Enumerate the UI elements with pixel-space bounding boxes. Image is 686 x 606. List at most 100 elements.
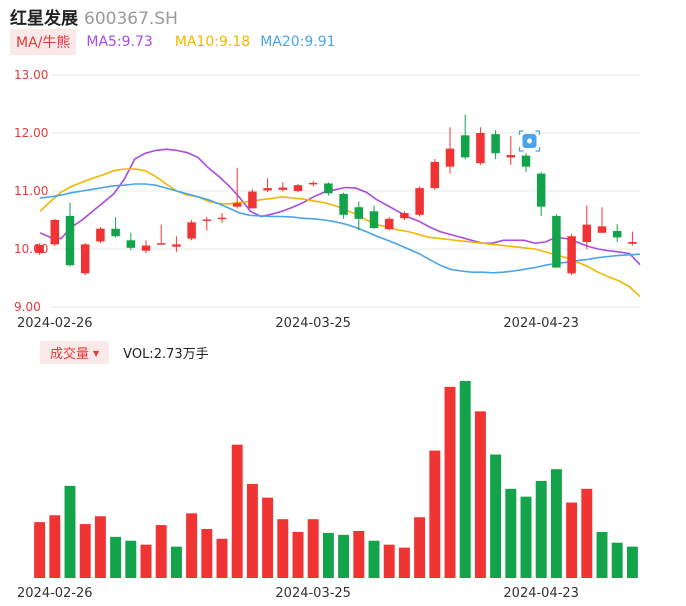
volume-bar[interactable] [596, 531, 608, 578]
candle[interactable] [202, 217, 212, 231]
candle[interactable] [324, 182, 333, 196]
candle-body [628, 242, 637, 244]
candle-body [460, 135, 470, 158]
volume-bar[interactable] [34, 522, 46, 578]
ma-legend: MA/牛熊 MA5:9.73 MA10:9.18 MA20:9.91 [10, 29, 336, 55]
volume-bar[interactable] [140, 544, 152, 578]
candle[interactable] [96, 226, 105, 244]
volume-x-tick-label: 2024-03-25 [275, 586, 351, 601]
candle[interactable] [506, 135, 516, 165]
candle[interactable] [339, 192, 348, 219]
volume-bar[interactable] [444, 386, 456, 578]
volume-bar[interactable] [201, 528, 213, 578]
candle[interactable] [597, 207, 607, 233]
candle-body [248, 191, 257, 209]
volume-bar[interactable] [459, 380, 471, 578]
volume-bar[interactable] [474, 411, 486, 578]
volume-bar[interactable] [414, 517, 426, 578]
candle[interactable] [552, 214, 561, 268]
candle-body [354, 207, 364, 219]
volume-bar[interactable] [535, 480, 547, 578]
candle[interactable] [415, 186, 424, 217]
candle[interactable] [384, 217, 394, 231]
moving-average-lines [39, 148, 641, 298]
candle-body [430, 162, 440, 189]
stock-name: 红星发展 [10, 9, 78, 29]
price-y-tick-label: 12.00 [14, 126, 48, 140]
volume-indicator-selector[interactable]: 成交量 ▼ [40, 340, 110, 364]
candle[interactable] [141, 240, 151, 254]
candle[interactable] [111, 217, 120, 238]
candle-body [612, 231, 622, 238]
volume-bar[interactable] [64, 485, 76, 578]
volume-bar[interactable] [307, 519, 319, 578]
volume-bar[interactable] [611, 542, 623, 578]
volume-bar[interactable] [292, 531, 304, 578]
candle[interactable] [491, 130, 500, 160]
candle[interactable] [460, 114, 470, 160]
candle[interactable] [400, 211, 409, 220]
volume-bar[interactable] [550, 469, 562, 578]
volume-bar[interactable] [338, 534, 350, 578]
candle[interactable] [80, 243, 90, 276]
candle-body [80, 244, 90, 274]
volume-bar[interactable] [277, 519, 289, 578]
volume-bar[interactable] [429, 450, 441, 578]
candle[interactable] [536, 171, 546, 216]
candle[interactable] [35, 243, 44, 255]
volume-bar[interactable] [262, 497, 274, 578]
candle-body [369, 211, 379, 229]
volume-bar[interactable] [505, 488, 517, 578]
volume-bar[interactable] [626, 546, 638, 578]
volume-bar[interactable] [170, 546, 182, 578]
stock-header: 红星发展 600367.SH [10, 4, 178, 29]
volume-bar[interactable] [581, 488, 593, 578]
candle-body [50, 220, 60, 245]
candle[interactable] [308, 181, 318, 187]
volume-bar[interactable] [398, 547, 410, 578]
candle[interactable] [263, 178, 272, 193]
candle[interactable] [628, 231, 637, 246]
candle[interactable] [126, 232, 136, 251]
volume-bar[interactable] [155, 525, 167, 578]
candle[interactable] [217, 213, 227, 223]
caret-down-icon[interactable]: ▼ [93, 348, 100, 358]
volume-bar[interactable] [520, 496, 532, 578]
candle[interactable] [369, 205, 379, 229]
volume-bar[interactable] [490, 454, 502, 578]
volume-bar[interactable] [186, 513, 198, 578]
candle[interactable] [612, 224, 622, 243]
candle[interactable] [521, 153, 531, 172]
candle[interactable] [430, 159, 440, 190]
candle[interactable] [232, 167, 242, 209]
volume-bar[interactable] [368, 540, 380, 578]
volume-bar[interactable] [353, 530, 365, 578]
candle-body [232, 203, 242, 207]
volume-bar[interactable] [246, 483, 258, 578]
candle[interactable] [50, 218, 60, 247]
candle[interactable] [172, 236, 181, 252]
candle[interactable] [156, 224, 166, 245]
candle[interactable] [354, 201, 364, 231]
candle[interactable] [248, 189, 257, 209]
volume-bar[interactable] [125, 540, 137, 578]
volume-bar[interactable] [110, 536, 122, 578]
volume-bar[interactable] [94, 516, 106, 578]
volume-bar[interactable] [49, 515, 61, 578]
candle[interactable] [476, 127, 485, 165]
candle[interactable] [445, 127, 455, 174]
candle[interactable] [65, 202, 75, 267]
volume-bar[interactable] [383, 544, 395, 578]
candle[interactable] [187, 220, 196, 241]
candle[interactable] [582, 205, 592, 250]
volume-bar[interactable] [231, 444, 243, 578]
ma-indicator-selector[interactable]: MA/牛熊 [10, 29, 77, 55]
candle[interactable] [293, 184, 303, 193]
event-marker-icon[interactable] [518, 130, 541, 152]
volume-bar[interactable] [566, 502, 578, 578]
volume-bar[interactable] [322, 532, 334, 578]
volume-bar[interactable] [79, 524, 91, 578]
candle[interactable] [278, 182, 288, 192]
volume-bar[interactable] [216, 538, 228, 578]
candle[interactable] [567, 233, 576, 276]
